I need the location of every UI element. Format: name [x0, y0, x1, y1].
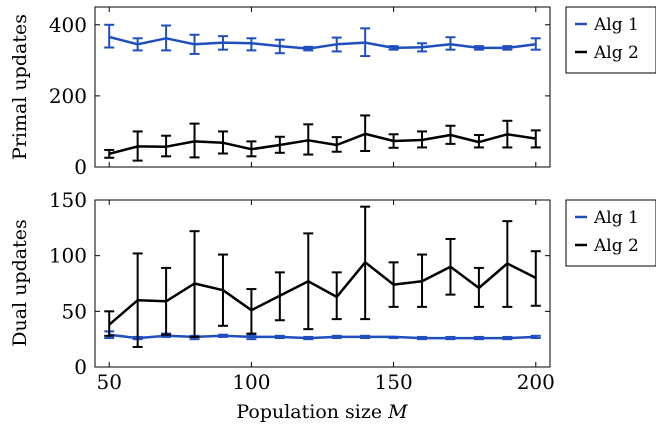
dual-ytick-label-0: 0 [74, 355, 87, 379]
primal-series-alg2-line [108, 132, 536, 156]
primal-x-ticks [108, 7, 537, 167]
dual-y-ticks: 0 50 100 150 [49, 188, 550, 379]
dual-ytick-label-150: 150 [49, 188, 87, 212]
primal-updates-chart: 0 200 400 Primal updates [9, 6, 551, 179]
dual-ytick-label-50: 50 [62, 299, 87, 323]
dual-ytick-label-100: 100 [49, 244, 87, 268]
primal-series [104, 23, 541, 162]
dual-xtick-label-150: 150 [375, 370, 413, 394]
dual-xtick-label-200: 200 [517, 370, 555, 394]
dual-legend: Alg 1 Alg 2 [565, 199, 656, 267]
primal-ytick-label-200: 200 [49, 84, 87, 108]
dual-series [104, 205, 541, 348]
primal-ytick-label-0: 0 [74, 155, 87, 179]
dual-x-ticks: 50 100 150 200 [96, 200, 555, 394]
dual-series-alg2-line [108, 261, 537, 326]
primal-plot-frame [94, 6, 551, 168]
primal-ytick-label-400: 400 [49, 13, 87, 37]
dual-updates-chart: 0 50 100 150 50 100 150 200 Dual updates Popul… [9, 188, 555, 423]
dual-xtick-label-100: 100 [232, 370, 270, 394]
x-axis-label: Population size M [236, 401, 408, 423]
dual-y-axis-label: Dual updates [9, 219, 31, 346]
primal-y-ticks: 0 200 400 [49, 13, 550, 179]
primal-series-alg1-line [108, 35, 536, 50]
x-axis-label-variable: M [387, 401, 408, 423]
dual-legend-box [565, 199, 656, 267]
primal-legend-box [565, 6, 656, 74]
primal-legend-label-alg2: Alg 2 [593, 43, 639, 63]
dual-plot-frame [94, 199, 551, 368]
x-axis-label-text: Population size [236, 401, 388, 423]
dual-xtick-label-50: 50 [96, 370, 121, 394]
primal-legend: Alg 1 Alg 2 [565, 6, 656, 74]
primal-legend-label-alg1: Alg 1 [593, 15, 639, 35]
dual-legend-label-alg1: Alg 1 [593, 208, 639, 228]
dual-series-alg1-line [109, 333, 536, 340]
dual-legend-label-alg2: Alg 2 [593, 236, 639, 256]
primal-y-axis-label: Primal updates [9, 14, 31, 160]
